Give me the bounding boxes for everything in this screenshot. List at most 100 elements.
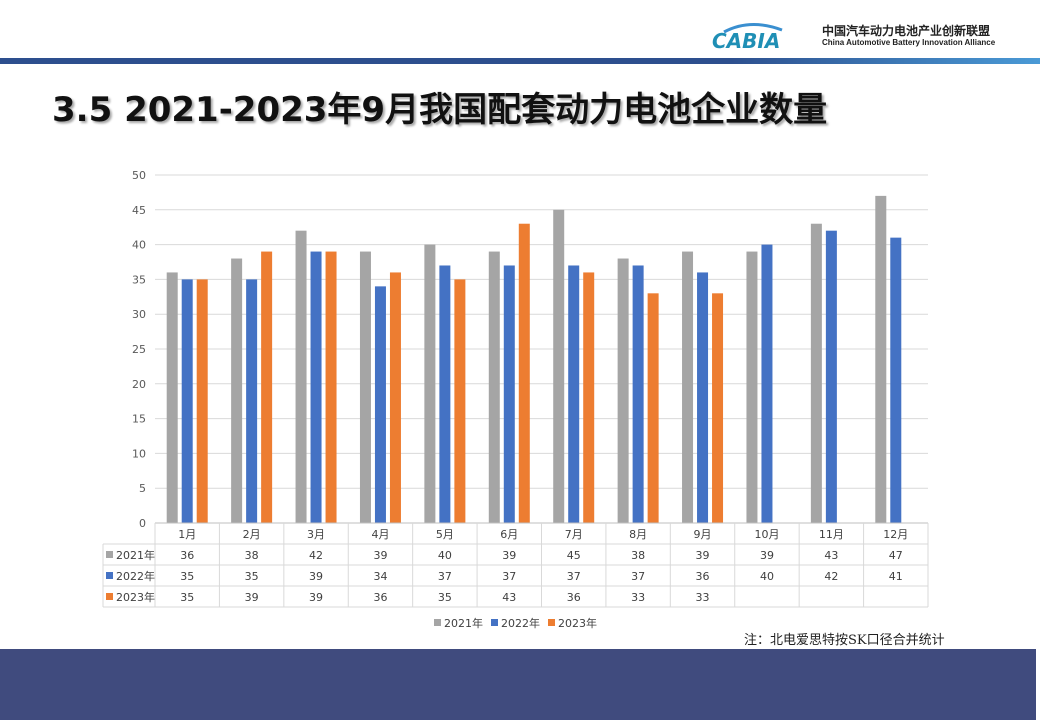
data-label: 43	[502, 591, 516, 604]
bar-2021年-7月	[553, 209, 565, 524]
bar-2022年-10月	[761, 244, 773, 523]
x-tick-label: 12月	[883, 528, 908, 541]
legend-label: 2021年	[444, 616, 483, 630]
y-tick-label: 5	[139, 482, 146, 495]
cabia-logo: CABIA 中国汽车动力电池产业创新联盟 China Automotive Ba…	[710, 18, 1030, 53]
bar-2023年-3月	[325, 251, 337, 523]
x-tick-label: 11月	[819, 528, 844, 541]
data-label: 36	[567, 591, 581, 604]
legend-key	[548, 619, 555, 626]
bar-2021年-6月	[488, 251, 500, 523]
table-series-label: 2021年	[116, 548, 155, 562]
logo-mark-text: CABIA	[712, 29, 780, 52]
data-label: 34	[373, 570, 387, 583]
bar-2023年-7月	[583, 272, 595, 523]
bar-2021年-8月	[617, 258, 629, 523]
x-tick-label: 6月	[500, 528, 518, 541]
table-legend-key	[106, 551, 113, 558]
x-tick-label: 10月	[754, 528, 779, 541]
y-tick-label: 30	[132, 308, 146, 321]
data-label: 35	[180, 570, 194, 583]
data-label: 39	[760, 549, 774, 562]
bar-2022年-9月	[697, 272, 709, 523]
data-label: 37	[502, 570, 516, 583]
data-label: 35	[438, 591, 452, 604]
bar-2023年-4月	[389, 272, 401, 523]
data-label: 33	[696, 591, 710, 604]
x-tick-label: 7月	[565, 528, 583, 541]
header-divider	[0, 58, 1040, 64]
y-tick-label: 50	[132, 169, 146, 182]
bar-2023年-2月	[261, 251, 273, 523]
bar-2023年-5月	[454, 279, 466, 523]
bar-2021年-12月	[875, 195, 887, 523]
legend-key	[434, 619, 441, 626]
data-label: 40	[760, 570, 774, 583]
bar-2021年-1月	[166, 272, 178, 523]
data-label: 37	[567, 570, 581, 583]
x-tick-label: 4月	[371, 528, 389, 541]
bar-2021年-5月	[424, 244, 436, 523]
bar-2022年-6月	[503, 265, 515, 523]
org-name-en: China Automotive Battery Innovation Alli…	[822, 38, 996, 47]
data-label: 39	[696, 549, 710, 562]
footer-bar	[0, 649, 1036, 720]
legend-label: 2022年	[501, 616, 540, 630]
bar-2021年-11月	[810, 223, 822, 523]
data-label: 39	[502, 549, 516, 562]
bar-2022年-4月	[374, 286, 386, 523]
footnote: 注：北电爱思特按SK口径合并统计	[744, 633, 945, 648]
data-label: 39	[373, 549, 387, 562]
data-label: 36	[373, 591, 387, 604]
data-label: 39	[309, 591, 323, 604]
bar-2022年-3月	[310, 251, 322, 523]
bar-2022年-5月	[439, 265, 451, 523]
y-tick-label: 20	[132, 378, 146, 391]
bar-2021年-3月	[295, 230, 307, 523]
data-label: 35	[180, 591, 194, 604]
data-label: 39	[309, 570, 323, 583]
bar-2021年-10月	[746, 251, 758, 523]
org-name-cn: 中国汽车动力电池产业创新联盟	[822, 24, 991, 38]
bar-2021年-9月	[682, 251, 694, 523]
table-legend-key	[106, 572, 113, 579]
bar-2022年-7月	[568, 265, 580, 523]
data-label: 38	[631, 549, 645, 562]
data-label: 42	[309, 549, 323, 562]
x-tick-label: 3月	[307, 528, 325, 541]
page-title: 3.5 2021-2023年9月我国配套动力电池企业数量	[52, 90, 828, 130]
legend-key	[491, 619, 498, 626]
bar-2023年-8月	[647, 293, 659, 523]
y-tick-label: 25	[132, 343, 146, 356]
table-series-label: 2022年	[116, 569, 155, 583]
bar-2021年-4月	[359, 251, 371, 523]
legend-label: 2023年	[558, 616, 597, 630]
data-label: 38	[245, 549, 259, 562]
x-tick-label: 2月	[243, 528, 261, 541]
bar-2022年-2月	[246, 279, 258, 523]
x-tick-label: 5月	[436, 528, 454, 541]
bar-2022年-12月	[890, 237, 902, 523]
bar-2021年-2月	[231, 258, 243, 523]
bar-2022年-11月	[825, 230, 837, 523]
y-tick-label: 35	[132, 273, 146, 286]
data-label: 47	[889, 549, 903, 562]
bar-2022年-1月	[181, 279, 193, 523]
data-label: 45	[567, 549, 581, 562]
x-tick-label: 8月	[629, 528, 647, 541]
data-label: 37	[631, 570, 645, 583]
bar-2023年-1月	[196, 279, 208, 523]
table-series-label: 2023年	[116, 590, 155, 604]
bar-2023年-9月	[712, 293, 724, 523]
cabia-logo-mark: CABIA	[712, 23, 783, 53]
data-label: 36	[180, 549, 194, 562]
y-tick-label: 15	[132, 413, 146, 426]
data-label: 33	[631, 591, 645, 604]
data-label: 36	[696, 570, 710, 583]
table-legend-key	[106, 593, 113, 600]
x-tick-label: 9月	[694, 528, 712, 541]
y-tick-label: 0	[139, 517, 146, 530]
bar-2022年-8月	[632, 265, 644, 523]
data-label: 42	[824, 570, 838, 583]
